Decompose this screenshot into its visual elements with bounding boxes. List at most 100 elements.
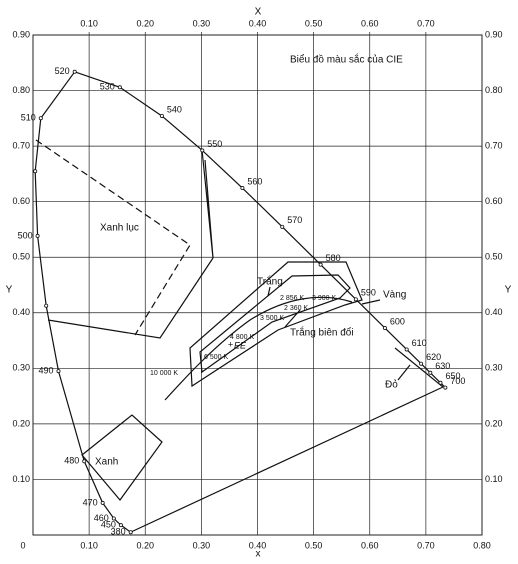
y2-tick-label: 0.50 — [485, 252, 503, 262]
locus-point — [382, 326, 387, 331]
locus-point — [100, 500, 105, 505]
locus-point — [118, 523, 123, 528]
y-tick-label: 0.60 — [12, 196, 30, 206]
x-axis-title: x — [256, 549, 261, 560]
wavelength-label: 470 — [83, 497, 98, 507]
locus-point — [280, 224, 285, 229]
y-tick-label: 0.20 — [12, 418, 30, 428]
locus-point — [443, 385, 448, 390]
x2-tick-label: 0.20 — [136, 18, 154, 28]
green-region — [201, 149, 214, 259]
wavelength-label: 450 — [101, 520, 116, 530]
locus-point — [404, 347, 409, 352]
wavelength-label: 540 — [167, 104, 182, 114]
y2-tick-label: 0.70 — [485, 140, 503, 150]
wavelength-label: 650 — [445, 371, 460, 381]
y-tick-label: 0.10 — [12, 474, 30, 484]
x-tick-label: 0 — [20, 540, 25, 550]
x-tick-label: 0.10 — [80, 540, 98, 550]
wavelength-label: 530 — [100, 82, 115, 92]
temp-label: 10 000 K — [150, 370, 178, 377]
x2-tick-label: 0.10 — [80, 18, 98, 28]
white-region — [189, 261, 363, 388]
y-tick-label: 0.70 — [12, 140, 30, 150]
x2-tick-label: 0.70 — [417, 18, 435, 28]
locus-point — [117, 85, 122, 90]
locus-point — [128, 530, 133, 535]
y2-tick-label: 0.90 — [485, 29, 503, 39]
locus-point — [428, 370, 433, 375]
locus-point — [159, 113, 164, 118]
temp-label: 3 900 K — [312, 295, 336, 302]
wavelength-label: 380 — [111, 527, 126, 537]
x-tick-label: 0.50 — [305, 540, 323, 550]
chart-title: Biểu đồ màu sắc của CIE — [290, 53, 403, 66]
x2-tick-label: 0.60 — [361, 18, 379, 28]
wavelength-label: 550 — [207, 139, 222, 149]
region-label: Xanh — [95, 457, 118, 468]
wavelength-label: 580 — [326, 253, 341, 263]
locus-point — [33, 169, 38, 174]
ee-plus: + — [228, 339, 233, 349]
x-tick-label: 0.20 — [136, 540, 154, 550]
region-label: Trắng biên đổi — [290, 326, 354, 339]
green-dashed — [35, 139, 191, 336]
y-tick-label: 0.40 — [12, 307, 30, 317]
x2-tick-label: 0.50 — [305, 18, 323, 28]
wavelength-label: 610 — [412, 338, 427, 348]
x-axis-title-top: X — [255, 7, 262, 18]
x-tick-label: 0.60 — [361, 540, 379, 550]
grid — [32, 32, 483, 536]
arrow — [284, 309, 301, 328]
x-tick-label: 0.70 — [417, 540, 435, 550]
region-label: Đỏ — [385, 379, 398, 391]
x2-tick-label: 0.30 — [193, 18, 211, 28]
locus-point — [353, 297, 358, 302]
x-tick-label: 0.30 — [193, 540, 211, 550]
locus-point — [44, 303, 49, 308]
blue-region — [81, 414, 163, 501]
wavelength-label: 620 — [426, 352, 441, 362]
y2-tick-label: 0.40 — [485, 307, 503, 317]
purple-line — [130, 386, 444, 533]
locus-point — [35, 233, 40, 238]
locus-point — [240, 186, 245, 191]
y2-tick-label: 0.30 — [485, 363, 503, 373]
wavelength-label: 510 — [21, 113, 36, 123]
wavelength-label: 490 — [38, 365, 53, 375]
region-label: Trắng — [257, 275, 283, 288]
y2-tick-label: 0.80 — [485, 85, 503, 95]
y-tick-label: 0.30 — [12, 363, 30, 373]
wavelength-label: 600 — [390, 316, 405, 326]
wavelength-label: 480 — [64, 456, 79, 466]
x-tick-label: 0.80 — [473, 540, 491, 550]
locus-point — [56, 369, 61, 374]
spectral-locus — [34, 71, 446, 533]
y-axis-title-right: Y — [505, 285, 512, 296]
arrow — [397, 364, 411, 381]
white-inner — [199, 274, 351, 374]
temp-label: 6 500 K — [204, 354, 228, 361]
region-label: Xanh lục — [100, 223, 139, 234]
planckian-locus — [164, 296, 353, 401]
locus-point — [111, 516, 116, 521]
green-region — [47, 257, 214, 339]
x2-tick-label: 0.40 — [249, 18, 267, 28]
wavelength-label: 520 — [55, 66, 70, 76]
y-tick-label: 0.90 — [12, 29, 30, 39]
wavelength-label: 560 — [247, 176, 262, 186]
y2-tick-label: 0.10 — [485, 474, 503, 484]
locus-point — [72, 69, 77, 74]
arrow — [267, 286, 271, 297]
region-label: Vàng — [383, 290, 406, 301]
y-tick-label: 0.80 — [12, 85, 30, 95]
temp-label: 2 856 K — [280, 295, 304, 302]
locus-point — [318, 262, 323, 267]
y-axis-title: Y — [6, 285, 13, 296]
locus-point — [200, 148, 205, 153]
temp-label: 2 360 K — [284, 305, 308, 312]
locus-point — [419, 361, 424, 366]
y2-tick-label: 0.60 — [485, 196, 503, 206]
